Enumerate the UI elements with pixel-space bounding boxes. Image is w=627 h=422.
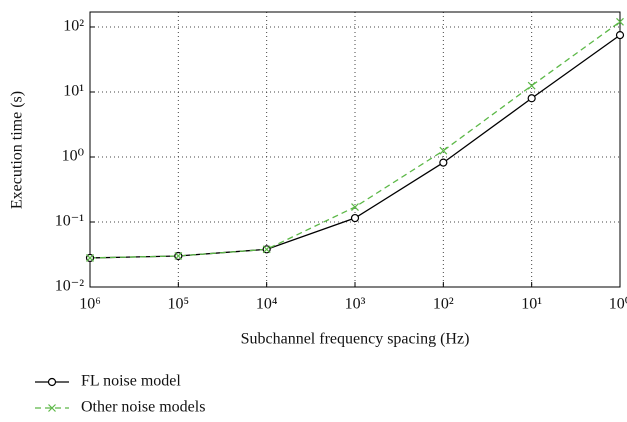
y-tick-label: 10¹ xyxy=(63,83,84,100)
x-tick-label: 10⁴ xyxy=(256,296,278,313)
series-line xyxy=(89,21,621,259)
x-tick-label: 10³ xyxy=(345,296,366,313)
legend-marker xyxy=(48,404,56,412)
x-axis-label: Subchannel frequency spacing (Hz) xyxy=(241,331,470,348)
x-tick-label: 10⁵ xyxy=(168,296,190,313)
data-point xyxy=(527,94,536,103)
x-tick-label: 10² xyxy=(433,296,454,313)
legend-label: Other noise models xyxy=(81,399,205,416)
data-point xyxy=(615,31,625,40)
plot-frame xyxy=(89,11,621,288)
y-tick-label: 10⁰ xyxy=(62,148,84,165)
data-point xyxy=(351,203,359,211)
y-tick-label: 10⁻¹ xyxy=(55,213,84,230)
x-tick-label: 10⁶ xyxy=(79,296,101,313)
x-tick-label: 10⁰ xyxy=(609,296,627,313)
data-point xyxy=(527,81,536,90)
y-tick-label: 10² xyxy=(63,18,84,35)
data-point xyxy=(439,158,448,167)
y-tick-label: 10⁻² xyxy=(55,278,84,295)
data-point xyxy=(616,17,624,26)
data-point xyxy=(86,254,94,262)
legend-marker xyxy=(47,377,57,387)
data-point xyxy=(262,245,271,254)
x-tick-label: 10¹ xyxy=(521,296,542,313)
data-point xyxy=(350,213,360,223)
data-point xyxy=(174,252,183,260)
legend-label: FL noise model xyxy=(81,373,181,390)
data-point xyxy=(439,146,448,155)
y-axis-label: Execution time (s) xyxy=(9,91,26,209)
